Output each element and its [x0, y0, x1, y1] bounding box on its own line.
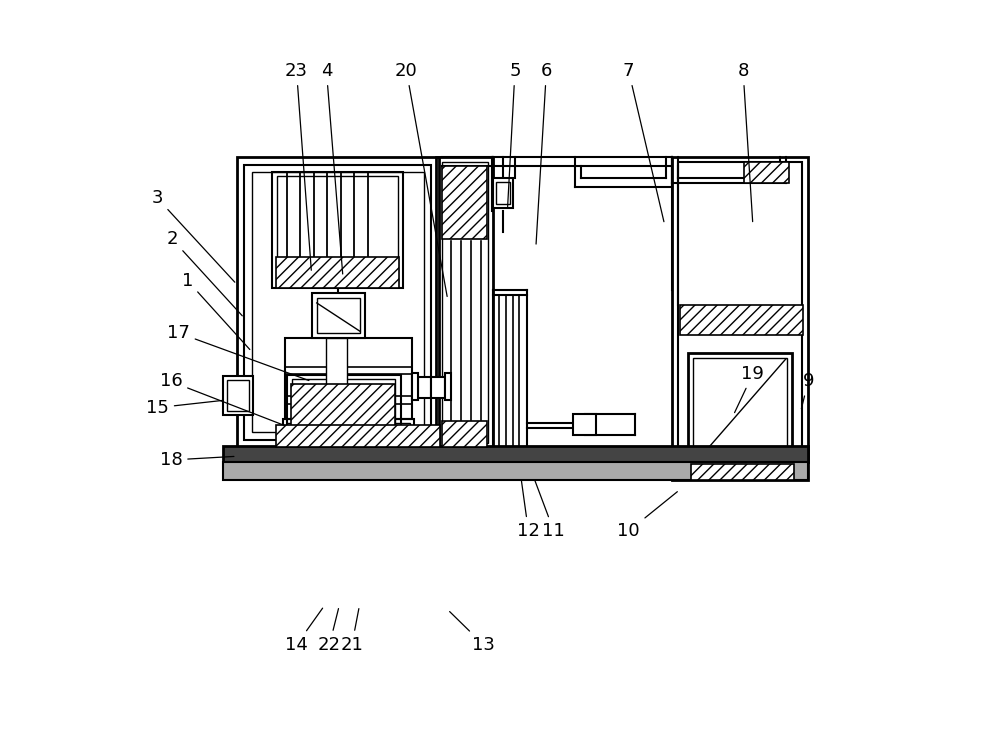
Bar — [688, 353, 792, 473]
Text: 12: 12 — [517, 480, 540, 540]
Text: 3: 3 — [152, 189, 235, 282]
Bar — [312, 293, 365, 338]
Bar — [442, 162, 488, 443]
Bar — [573, 414, 596, 435]
Bar — [693, 358, 787, 469]
Bar — [436, 157, 493, 447]
Bar — [326, 338, 347, 419]
Text: 15: 15 — [146, 399, 222, 417]
Bar — [672, 157, 808, 480]
Bar — [412, 373, 418, 400]
Bar — [283, 419, 414, 447]
Bar — [292, 379, 395, 438]
Text: 17: 17 — [167, 324, 309, 381]
Text: 19: 19 — [735, 365, 764, 413]
Bar — [272, 172, 403, 288]
Text: 14: 14 — [285, 608, 323, 654]
Text: 7: 7 — [623, 62, 664, 221]
Bar — [237, 157, 439, 447]
Text: 22: 22 — [318, 609, 341, 654]
Bar — [244, 165, 431, 440]
Text: 8: 8 — [737, 62, 753, 221]
Bar — [287, 375, 401, 441]
Bar — [277, 176, 398, 283]
Bar — [223, 376, 253, 415]
Text: 13: 13 — [450, 612, 495, 654]
Bar — [276, 425, 440, 447]
Bar — [285, 338, 412, 419]
Text: 11: 11 — [535, 479, 565, 540]
Bar — [744, 162, 789, 183]
Text: 16: 16 — [160, 373, 284, 426]
Bar — [223, 462, 808, 480]
Text: 6: 6 — [536, 62, 552, 244]
Bar — [691, 464, 794, 480]
Bar — [678, 162, 802, 475]
Bar — [418, 377, 431, 398]
Bar — [493, 178, 513, 208]
Text: 20: 20 — [395, 62, 447, 296]
Text: 5: 5 — [508, 62, 521, 206]
Bar — [287, 423, 410, 447]
Bar — [227, 380, 249, 411]
Text: 2: 2 — [167, 230, 242, 316]
Text: 1: 1 — [182, 272, 250, 349]
Bar — [276, 257, 399, 288]
Text: 21: 21 — [340, 609, 363, 654]
Bar — [431, 377, 445, 398]
Bar — [680, 305, 803, 335]
Text: 10: 10 — [617, 491, 677, 540]
Bar — [223, 446, 808, 462]
Text: 4: 4 — [321, 62, 343, 274]
Bar — [442, 421, 487, 447]
Bar — [317, 298, 360, 333]
Text: 23: 23 — [285, 62, 311, 270]
Bar — [496, 182, 510, 204]
Text: 18: 18 — [160, 451, 234, 469]
Bar — [445, 373, 451, 400]
Bar — [442, 166, 487, 239]
Bar — [252, 172, 424, 432]
Bar — [291, 384, 395, 436]
Text: 9: 9 — [801, 373, 814, 408]
